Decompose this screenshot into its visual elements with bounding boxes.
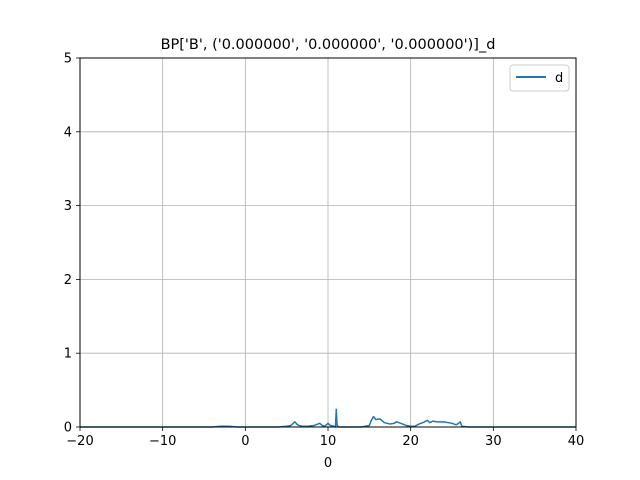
series-line-d xyxy=(80,408,576,428)
y-tick-label: 5 xyxy=(64,52,72,67)
x-tick-label: 40 xyxy=(568,434,585,449)
y-tick-label: 0 xyxy=(64,421,72,436)
y-tick-label: 3 xyxy=(64,199,72,214)
x-tick-label: −10 xyxy=(149,434,176,449)
x-tick-label: −20 xyxy=(66,434,93,449)
y-axis-ticks: 0 1 2 3 4 5 xyxy=(64,52,80,436)
x-tick-label: 30 xyxy=(485,434,502,449)
legend: d xyxy=(509,64,570,92)
x-axis-ticks: −20 −10 0 10 20 30 40 xyxy=(66,427,584,449)
x-tick-label: 10 xyxy=(320,434,337,449)
series-layer xyxy=(80,408,576,428)
chart-title: BP['B', ('0.000000', '0.000000', '0.0000… xyxy=(161,37,496,53)
y-tick-label: 4 xyxy=(64,125,72,140)
y-tick-label: 1 xyxy=(64,347,72,362)
legend-label: d xyxy=(555,71,563,86)
x-tick-label: 20 xyxy=(402,434,419,449)
x-tick-label: 0 xyxy=(241,434,249,449)
x-axis-label: 0 xyxy=(324,456,332,471)
y-tick-label: 2 xyxy=(64,273,72,288)
